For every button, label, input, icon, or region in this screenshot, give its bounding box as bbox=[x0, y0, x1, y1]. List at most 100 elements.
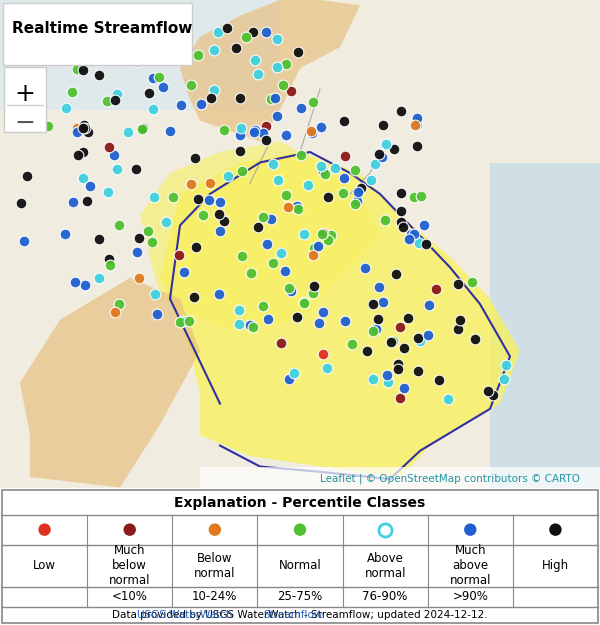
Point bbox=[174, 250, 184, 260]
Text: >90%: >90% bbox=[452, 591, 488, 603]
Text: Data provided by USGS WaterWatch - Streamflow; updated 2024-12-12.: Data provided by USGS WaterWatch - Strea… bbox=[112, 610, 488, 620]
Point bbox=[380, 524, 390, 534]
Point bbox=[80, 123, 89, 133]
Point bbox=[209, 46, 219, 56]
Point bbox=[213, 27, 223, 37]
Point bbox=[330, 164, 340, 174]
Point bbox=[152, 309, 162, 319]
Point bbox=[78, 148, 88, 158]
Point bbox=[276, 248, 286, 258]
Polygon shape bbox=[160, 152, 520, 477]
Point bbox=[112, 89, 122, 99]
Point bbox=[137, 124, 146, 134]
Point bbox=[269, 258, 278, 268]
Point bbox=[415, 238, 424, 248]
FancyBboxPatch shape bbox=[0, 0, 280, 110]
Point bbox=[74, 150, 83, 160]
Point bbox=[78, 123, 88, 133]
Point bbox=[292, 201, 301, 211]
Point bbox=[133, 247, 142, 257]
FancyBboxPatch shape bbox=[4, 67, 46, 132]
Point bbox=[380, 216, 390, 226]
Point bbox=[98, 49, 107, 59]
Point bbox=[310, 243, 319, 253]
Point bbox=[368, 299, 378, 309]
Point bbox=[303, 180, 313, 190]
Point bbox=[215, 226, 225, 236]
Point bbox=[77, 26, 87, 36]
Point bbox=[434, 376, 444, 386]
Point bbox=[388, 336, 398, 346]
Point bbox=[339, 116, 349, 126]
Point bbox=[409, 229, 419, 239]
Point bbox=[132, 56, 142, 66]
Point bbox=[104, 254, 114, 264]
Point bbox=[281, 130, 291, 140]
Point bbox=[61, 229, 70, 239]
Point bbox=[377, 151, 387, 161]
Point bbox=[191, 242, 200, 252]
Point bbox=[251, 125, 260, 135]
Point bbox=[261, 121, 271, 131]
Point bbox=[431, 284, 441, 294]
Polygon shape bbox=[180, 0, 360, 141]
Point bbox=[356, 183, 366, 193]
Point bbox=[413, 333, 423, 343]
Point bbox=[410, 192, 419, 202]
Point bbox=[169, 192, 178, 202]
Point bbox=[106, 260, 115, 270]
Point bbox=[289, 368, 299, 378]
Point bbox=[416, 191, 426, 201]
Point bbox=[43, 121, 53, 131]
Point bbox=[368, 326, 377, 336]
Point bbox=[110, 308, 120, 318]
Point bbox=[319, 166, 328, 176]
Point bbox=[412, 113, 421, 123]
Point bbox=[392, 269, 401, 279]
Point bbox=[368, 374, 377, 384]
Point bbox=[299, 229, 309, 239]
Point bbox=[318, 349, 328, 359]
Point bbox=[394, 364, 403, 374]
Point bbox=[61, 42, 70, 52]
Point bbox=[158, 82, 168, 92]
Point bbox=[403, 312, 412, 322]
Point bbox=[412, 141, 422, 151]
Point bbox=[286, 286, 295, 296]
Point bbox=[110, 94, 120, 104]
Point bbox=[286, 86, 295, 96]
Point bbox=[454, 279, 463, 289]
Point bbox=[114, 299, 124, 309]
Point bbox=[501, 360, 511, 370]
Point bbox=[261, 27, 271, 37]
Point bbox=[419, 219, 429, 229]
Point bbox=[236, 123, 246, 133]
Point bbox=[258, 301, 268, 311]
Point bbox=[83, 127, 93, 137]
Text: Leaflet | © OpenStreetMap contributors © CARTO: Leaflet | © OpenStreetMap contributors ©… bbox=[320, 474, 580, 484]
Point bbox=[326, 231, 335, 241]
Point bbox=[268, 159, 278, 169]
Point bbox=[151, 289, 160, 299]
Point bbox=[379, 120, 388, 130]
Point bbox=[82, 196, 92, 206]
Text: Streamflow: Streamflow bbox=[263, 610, 323, 620]
Point bbox=[309, 281, 319, 291]
Point bbox=[323, 236, 333, 246]
Point bbox=[78, 173, 88, 183]
Point bbox=[246, 269, 256, 279]
Point bbox=[308, 288, 317, 298]
Text: Much
below
normal: Much below normal bbox=[109, 544, 151, 588]
Point bbox=[281, 266, 290, 276]
Point bbox=[147, 238, 157, 248]
Point bbox=[350, 164, 359, 174]
Point bbox=[235, 93, 245, 103]
Point bbox=[179, 266, 188, 276]
Point bbox=[322, 362, 331, 372]
Point bbox=[284, 282, 293, 292]
Point bbox=[139, 123, 148, 133]
Point bbox=[453, 324, 463, 334]
Text: Realtime Streamflow: Realtime Streamflow bbox=[12, 21, 193, 36]
Point bbox=[394, 359, 403, 369]
Point bbox=[58, 36, 67, 46]
